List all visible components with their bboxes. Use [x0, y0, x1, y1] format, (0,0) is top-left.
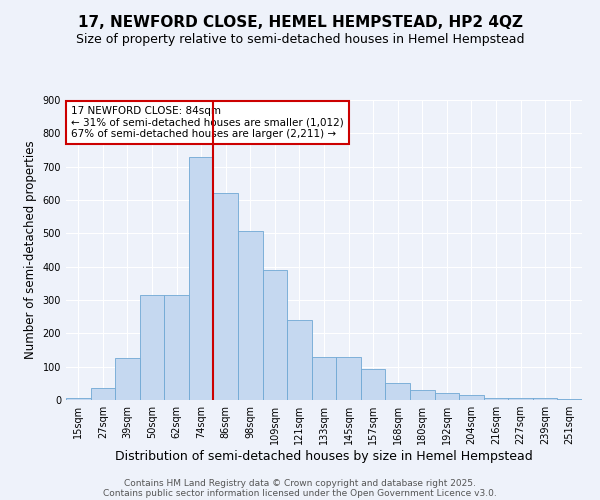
Bar: [434, 392, 459, 400]
Bar: [361, 369, 385, 400]
Y-axis label: Number of semi-detached properties: Number of semi-detached properties: [24, 140, 37, 360]
Bar: [508, 398, 533, 400]
Bar: [263, 270, 287, 400]
Bar: [238, 231, 263, 400]
Bar: [385, 384, 410, 400]
Text: Contains public sector information licensed under the Open Government Licence v3: Contains public sector information licen…: [103, 488, 497, 498]
Bar: [214, 194, 238, 400]
Text: 17, NEWFORD CLOSE, HEMEL HEMPSTEAD, HP2 4QZ: 17, NEWFORD CLOSE, HEMEL HEMPSTEAD, HP2 …: [77, 15, 523, 30]
X-axis label: Distribution of semi-detached houses by size in Hemel Hempstead: Distribution of semi-detached houses by …: [115, 450, 533, 463]
Bar: [140, 295, 164, 400]
Text: Size of property relative to semi-detached houses in Hemel Hempstead: Size of property relative to semi-detach…: [76, 32, 524, 46]
Bar: [189, 156, 214, 400]
Bar: [336, 358, 361, 400]
Bar: [91, 388, 115, 400]
Bar: [459, 395, 484, 400]
Bar: [312, 358, 336, 400]
Bar: [533, 398, 557, 400]
Bar: [164, 295, 189, 400]
Bar: [410, 390, 434, 400]
Bar: [115, 358, 140, 400]
Text: Contains HM Land Registry data © Crown copyright and database right 2025.: Contains HM Land Registry data © Crown c…: [124, 478, 476, 488]
Bar: [287, 320, 312, 400]
Text: 17 NEWFORD CLOSE: 84sqm
← 31% of semi-detached houses are smaller (1,012)
67% of: 17 NEWFORD CLOSE: 84sqm ← 31% of semi-de…: [71, 106, 344, 139]
Bar: [66, 398, 91, 400]
Bar: [484, 398, 508, 400]
